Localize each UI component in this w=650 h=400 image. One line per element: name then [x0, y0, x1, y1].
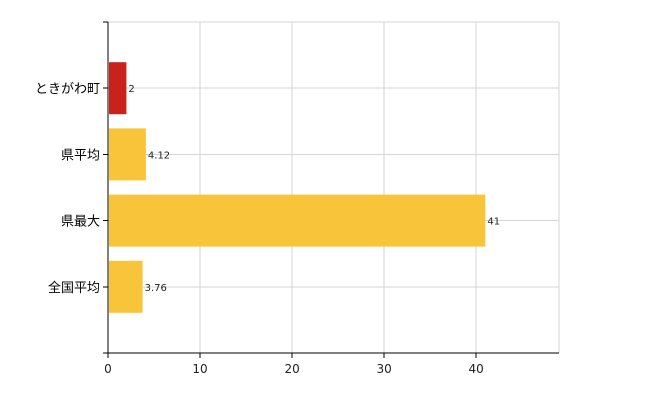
category-label: 県最大	[61, 215, 100, 230]
x-tick-label: 30	[376, 362, 391, 376]
category-label: 全国平均	[48, 280, 100, 296]
x-tick-label: 0	[104, 362, 112, 376]
data-label: 41	[487, 217, 500, 228]
bar	[109, 128, 146, 181]
x-tick-label: 20	[284, 362, 299, 376]
x-tick-label: 40	[469, 362, 484, 376]
data-label: 4.12	[148, 150, 170, 161]
x-tick-label: 10	[192, 362, 207, 376]
gridlines	[108, 21, 560, 353]
axes	[103, 21, 559, 358]
data-label: 2	[128, 84, 134, 95]
data-label: 3.76	[145, 283, 167, 294]
bar	[109, 62, 127, 115]
bar	[109, 194, 486, 247]
bars	[109, 62, 486, 313]
category-label: 県平均	[61, 148, 100, 163]
bar	[109, 260, 143, 313]
category-label: ときがわ町	[35, 82, 100, 97]
labels: 2 ときがわ町 4.12 県平均 41 県最大 3.76 全国平均 0 10 20 30 40	[35, 82, 500, 376]
